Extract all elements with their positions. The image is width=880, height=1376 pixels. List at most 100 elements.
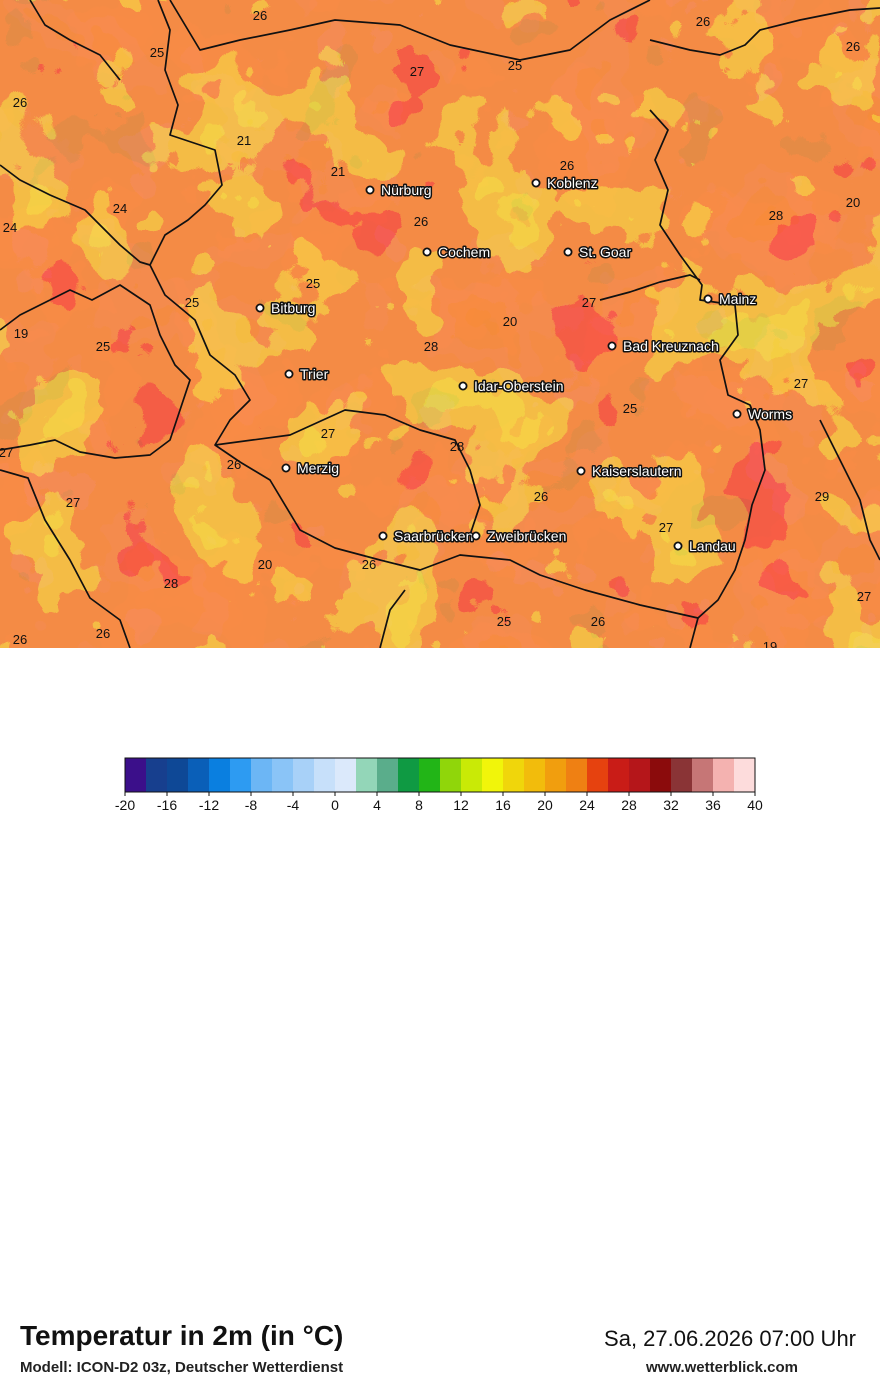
legend-tick-label: 40 [747, 797, 763, 813]
map-value-label: 26 [13, 95, 27, 110]
model-info: Modell: ICON-D2 03z, Deutscher Wetterdie… [20, 1359, 344, 1376]
city-dot-icon [607, 341, 617, 351]
map-value-label: 27 [857, 589, 871, 604]
city-marker[interactable]: Cochem [422, 243, 492, 262]
map-value-label: 26 [96, 626, 110, 641]
city-label: St. Goar [579, 244, 631, 260]
legend-swatch [314, 758, 336, 792]
legend-tick-label: 32 [663, 797, 679, 813]
legend-tick-label: 0 [331, 797, 339, 813]
border-lux-south [0, 284, 191, 459]
legend-swatch [545, 758, 567, 792]
city-label: Bitburg [271, 300, 315, 316]
legend-swatch [524, 758, 546, 792]
legend-swatch [167, 758, 189, 792]
map-value-label: 25 [185, 295, 199, 310]
city-dot-icon [255, 303, 265, 313]
border-rlp-east [649, 109, 766, 619]
map-value-label: 25 [508, 58, 522, 73]
legend-swatch [146, 758, 168, 792]
map-value-label: 27 [794, 376, 808, 391]
city-label: Koblenz [547, 175, 598, 191]
legend-swatch [188, 758, 210, 792]
border-germany-west [149, 0, 699, 648]
map-value-label: 26 [696, 14, 710, 29]
city-marker[interactable]: Zweibrücken [471, 527, 568, 546]
legend-tick-label: 16 [495, 797, 511, 813]
legend-swatch [125, 758, 147, 792]
city-dot-icon [471, 531, 481, 541]
city-dot-icon [284, 369, 294, 379]
legend-tick-label: 24 [579, 797, 595, 813]
legend-swatch [230, 758, 252, 792]
legend-swatch [272, 758, 294, 792]
city-marker[interactable]: Saarbrücken [378, 527, 475, 546]
map-value-label: 26 [253, 8, 267, 23]
city-marker[interactable]: Bad Kreuznach [607, 337, 720, 356]
map-value-label: 26 [534, 489, 548, 504]
legend-swatch [671, 758, 693, 792]
city-dot-icon [531, 178, 541, 188]
city-marker[interactable]: Bitburg [255, 299, 317, 318]
map-value-label: 21 [237, 133, 251, 148]
city-marker[interactable]: St. Goar [563, 243, 633, 262]
legend-tick-label: -20 [115, 797, 135, 813]
map-value-label: 26 [362, 557, 376, 572]
city-dot-icon [703, 294, 713, 304]
city-marker[interactable]: Landau [673, 537, 737, 556]
border-rlp-north [169, 0, 651, 61]
map-value-label: 26 [13, 632, 27, 647]
temperature-field [0, 0, 880, 648]
legend-swatch [503, 758, 525, 792]
legend-swatch [566, 758, 588, 792]
legend-tick-label: 20 [537, 797, 553, 813]
map-value-label: 19 [763, 639, 777, 648]
city-marker[interactable]: Nürburg [365, 181, 433, 200]
city-marker[interactable]: Trier [284, 365, 330, 384]
legend-swatch [377, 758, 399, 792]
city-label: Bad Kreuznach [623, 338, 719, 354]
city-markers: Nürburg Koblenz Cochem St. Goar Mainz Bitburg… [255, 174, 794, 556]
city-label: Mainz [719, 291, 756, 307]
website-link[interactable]: www.wetterblick.com [646, 1359, 798, 1376]
map-value-label: 27 [582, 295, 596, 310]
map-value-label: 26 [591, 614, 605, 629]
city-label: Nürburg [381, 182, 432, 198]
map-value-label: 28 [164, 576, 178, 591]
border-france [0, 469, 131, 648]
map-value-label: 28 [424, 339, 438, 354]
city-dot-icon [458, 381, 468, 391]
city-marker[interactable]: Kaiserslautern [576, 462, 683, 481]
city-marker[interactable]: Worms [732, 405, 794, 424]
border-saar [214, 409, 481, 536]
city-dot-icon [673, 541, 683, 551]
city-label: Idar-Oberstein [474, 378, 563, 394]
map-value-label: 21 [331, 164, 345, 179]
legend-tick-label: 4 [373, 797, 381, 813]
city-dot-icon [378, 531, 388, 541]
city-label: Worms [748, 406, 792, 422]
map-value-label: 26 [560, 158, 574, 173]
map-value-label: 25 [96, 339, 110, 354]
city-marker[interactable]: Koblenz [531, 174, 599, 193]
forecast-datetime: Sa, 27.06.2026 07:00 Uhr [604, 1326, 856, 1351]
map-value-label: 25 [623, 401, 637, 416]
city-dot-icon [365, 185, 375, 195]
legend-swatch [209, 758, 231, 792]
map-value-label: 20 [846, 195, 860, 210]
color-legend: -20 -16 -12 -8 -4 0 4 8 12 16 20 24 28 32 36 40 [115, 757, 763, 813]
city-label: Zweibrücken [487, 528, 566, 544]
map-value-label: 26 [414, 214, 428, 229]
city-dot-icon [563, 247, 573, 257]
legend-frame [124, 757, 756, 793]
legend-tick-label: 12 [453, 797, 469, 813]
city-label: Kaiserslautern [592, 463, 682, 479]
city-label: Cochem [438, 244, 490, 260]
city-marker[interactable]: Idar-Oberstein [458, 377, 565, 396]
legend-tick-label: -4 [287, 797, 300, 813]
map-value-label: 27 [659, 520, 673, 535]
legend-tick-label: 36 [705, 797, 721, 813]
city-marker[interactable]: Merzig [281, 459, 341, 478]
temperature-map[interactable]: 26 25 27 25 26 26 26 21 21 26 24 24 28 20 26 25 25 19 27 25… [0, 0, 880, 648]
city-marker[interactable]: Mainz [703, 290, 758, 309]
